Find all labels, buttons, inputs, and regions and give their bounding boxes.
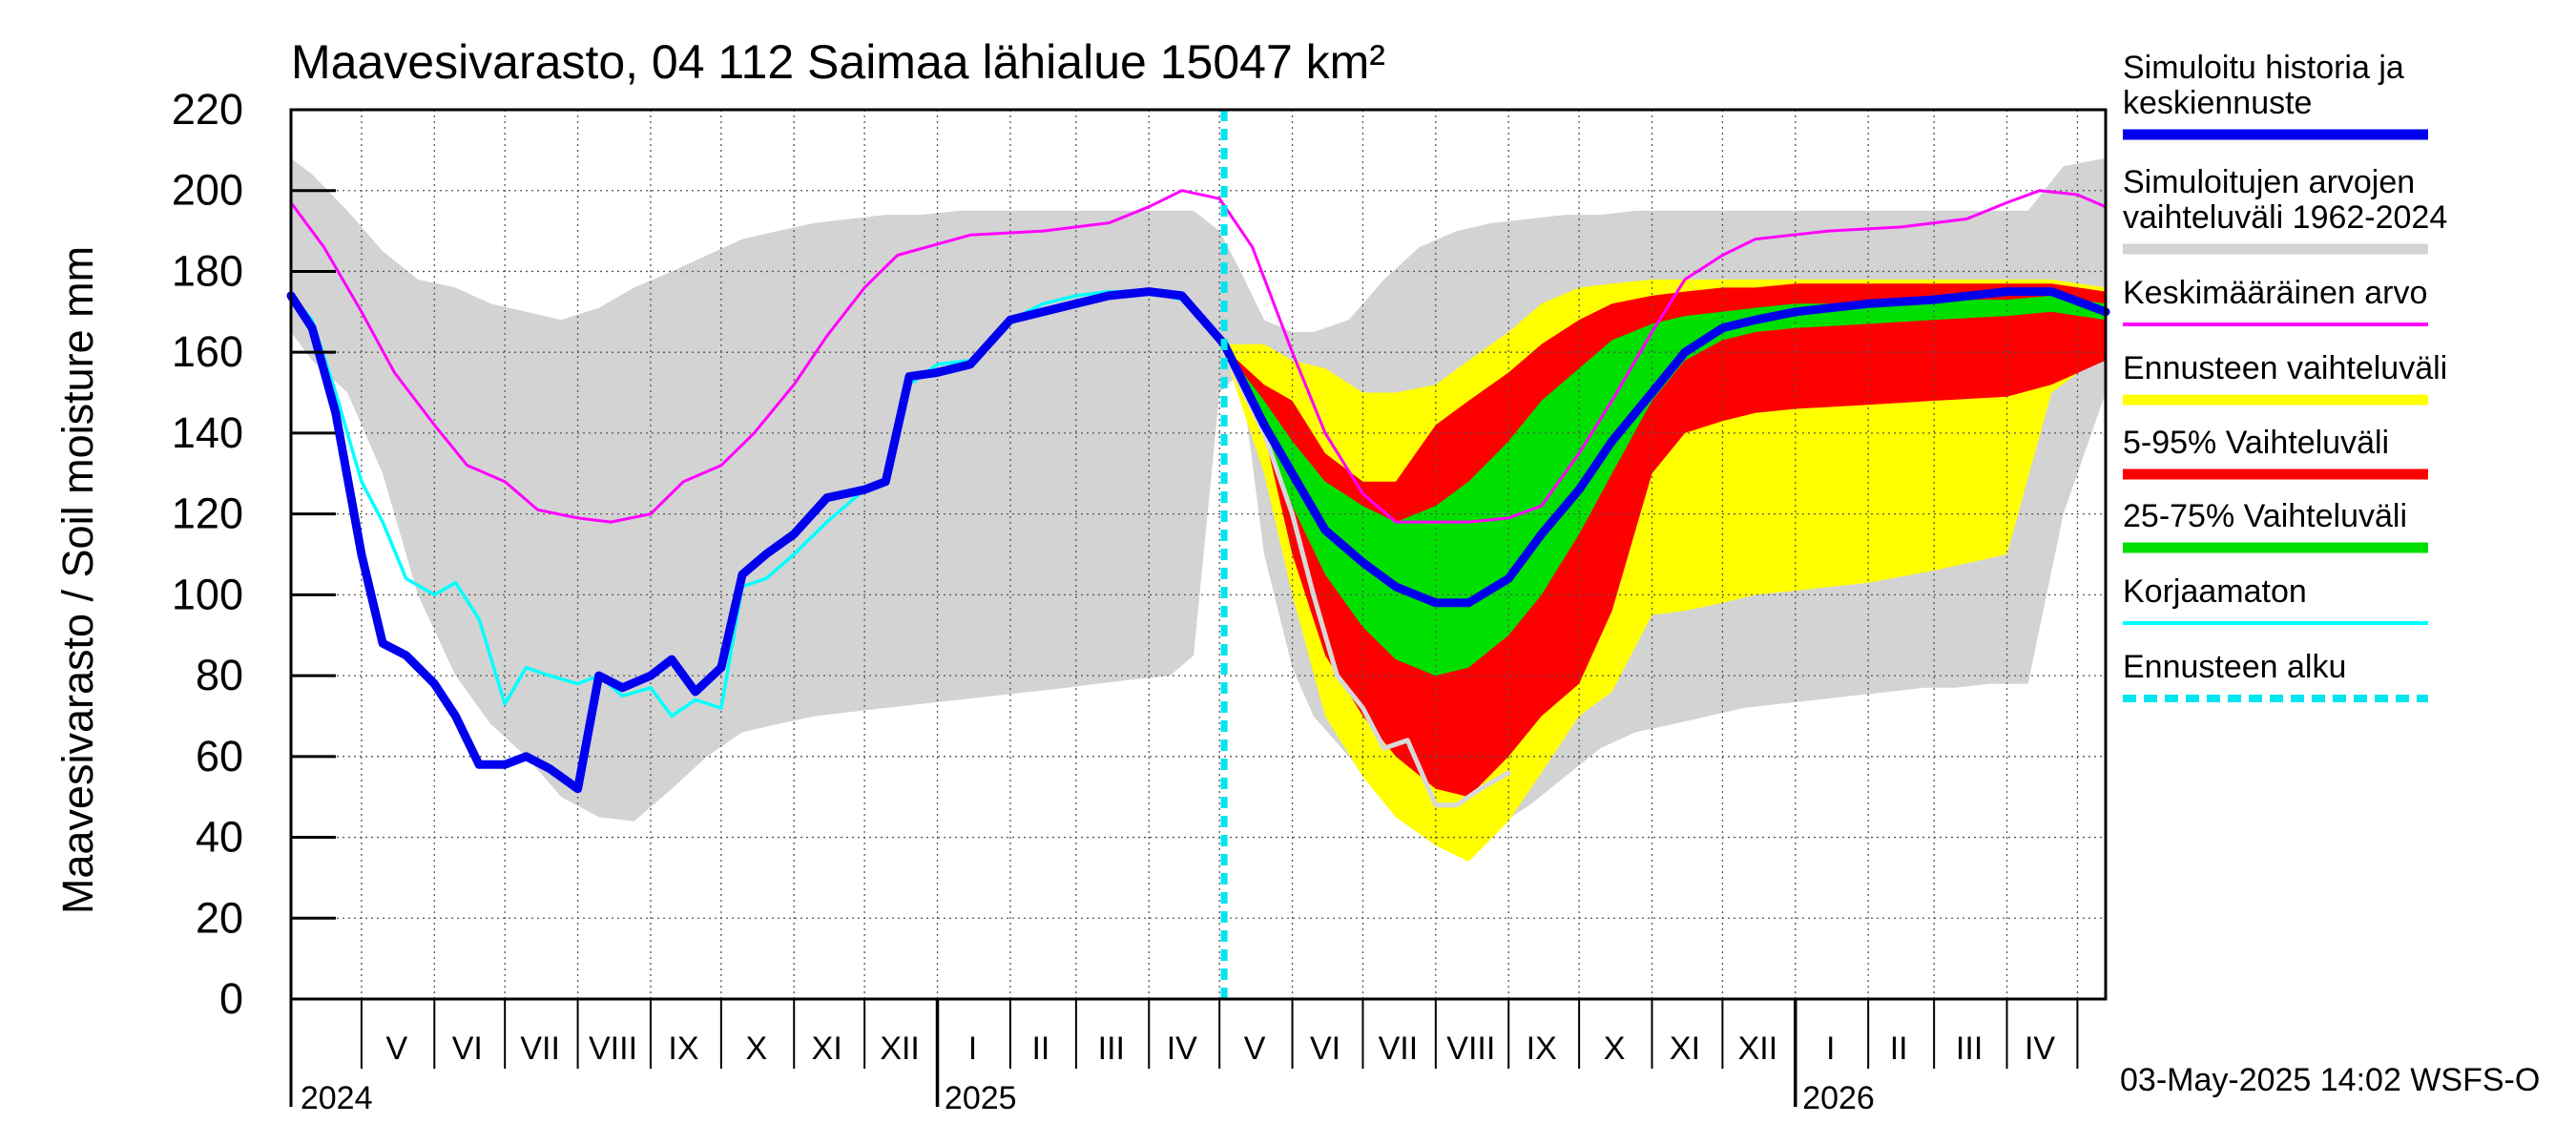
legend-label: Keskimääräinen arvo [2123, 275, 2427, 311]
x-year-label: 2025 [945, 1080, 1017, 1116]
x-month-label: III [1956, 1030, 1983, 1067]
legend-label: Ennusteen alku [2123, 649, 2346, 685]
plot-frame [289, 108, 2108, 1001]
legend-label: Simuloitujen arvojen [2123, 164, 2415, 200]
legend-label: 5-95% Vaihteluväli [2123, 425, 2389, 461]
x-month-label: I [968, 1030, 977, 1067]
x-month-label: X [1604, 1030, 1626, 1067]
x-month-label: II [1890, 1030, 1908, 1067]
y-tick-label: 140 [172, 408, 243, 457]
x-month-label: V [386, 1030, 408, 1067]
legend-label: Simuloitu historia ja [2123, 50, 2404, 86]
legend-item: Ennusteen alku [2123, 649, 2428, 702]
legend-label: 25-75% Vaihteluväli [2123, 498, 2407, 534]
x-month-label: IX [668, 1030, 698, 1067]
line-simuloitu-historia-ja-keskiennuste [286, 287, 2110, 794]
y-tick-label: 20 [196, 893, 243, 942]
legend-item: Keskimääräinen arvo [2123, 275, 2428, 326]
legend-item: Korjaamaton [2123, 573, 2428, 625]
y-tick-label: 180 [172, 246, 243, 295]
line-keskim-r-inen-arvo [289, 189, 2108, 524]
legend-label: Ennusteen vaihteluväli [2123, 350, 2447, 386]
x-month-label: II [1031, 1030, 1049, 1067]
y-tick-label: 200 [172, 166, 243, 215]
legend-item: 25-75% Vaihteluväli [2123, 498, 2428, 553]
legend-label: keskiennuste [2123, 85, 2312, 121]
x-month-label: VI [1310, 1030, 1340, 1067]
x-month-label: IV [2025, 1030, 2055, 1067]
band-25-75-vaihteluv-li [1224, 295, 2106, 677]
legend-label: vaihteluväli 1962-2024 [2123, 199, 2447, 236]
x-month-label: VIII [1446, 1030, 1495, 1067]
x-month-label: VI [452, 1030, 483, 1067]
x-year-label: 2024 [301, 1080, 373, 1116]
footer-timestamp: 03-May-2025 14:02 WSFS-O [2120, 1062, 2540, 1098]
chart-title: Maavesivarasto, 04 112 Saimaa lähialue 1… [291, 35, 1385, 89]
legend-item: 5-95% Vaihteluväli [2123, 425, 2428, 480]
y-axis-label: Maavesivarasto / Soil moisture mm [53, 246, 102, 914]
legend-label: Korjaamaton [2123, 573, 2307, 610]
x-month-label: XI [1670, 1030, 1700, 1067]
x-month-label: X [745, 1030, 767, 1067]
grid [291, 109, 2106, 999]
line-ennustej-sen [1221, 349, 1511, 808]
x-year-label: 2026 [1802, 1080, 1875, 1116]
x-month-label: XII [1738, 1030, 1778, 1067]
x-month-label: VIII [589, 1030, 637, 1067]
legend-item: Ennusteen vaihteluväli [2123, 350, 2447, 406]
y-tick-label: 160 [172, 327, 243, 376]
legend: Simuloitu historia jakeskiennusteSimuloi… [2123, 50, 2447, 702]
x-month-label: VII [520, 1030, 560, 1067]
y-tick-label: 220 [172, 85, 243, 134]
x-month-label: IV [1167, 1030, 1197, 1067]
x-month-label: I [1826, 1030, 1835, 1067]
x-month-label: VII [1379, 1030, 1419, 1067]
y-tick-label: 80 [196, 651, 243, 699]
x-month-label: XI [812, 1030, 842, 1067]
y-tick-label: 0 [219, 974, 243, 1023]
x-month-label: III [1098, 1030, 1125, 1067]
y-tick-label: 60 [196, 732, 243, 781]
x-month-label: XII [880, 1030, 920, 1067]
x-month-label: IX [1527, 1030, 1557, 1067]
y-tick-label: 40 [196, 813, 243, 862]
y-tick-label: 100 [172, 570, 243, 618]
plot-area [286, 109, 2110, 999]
x-month-label: V [1244, 1030, 1266, 1067]
y-tick-label: 120 [172, 489, 243, 538]
